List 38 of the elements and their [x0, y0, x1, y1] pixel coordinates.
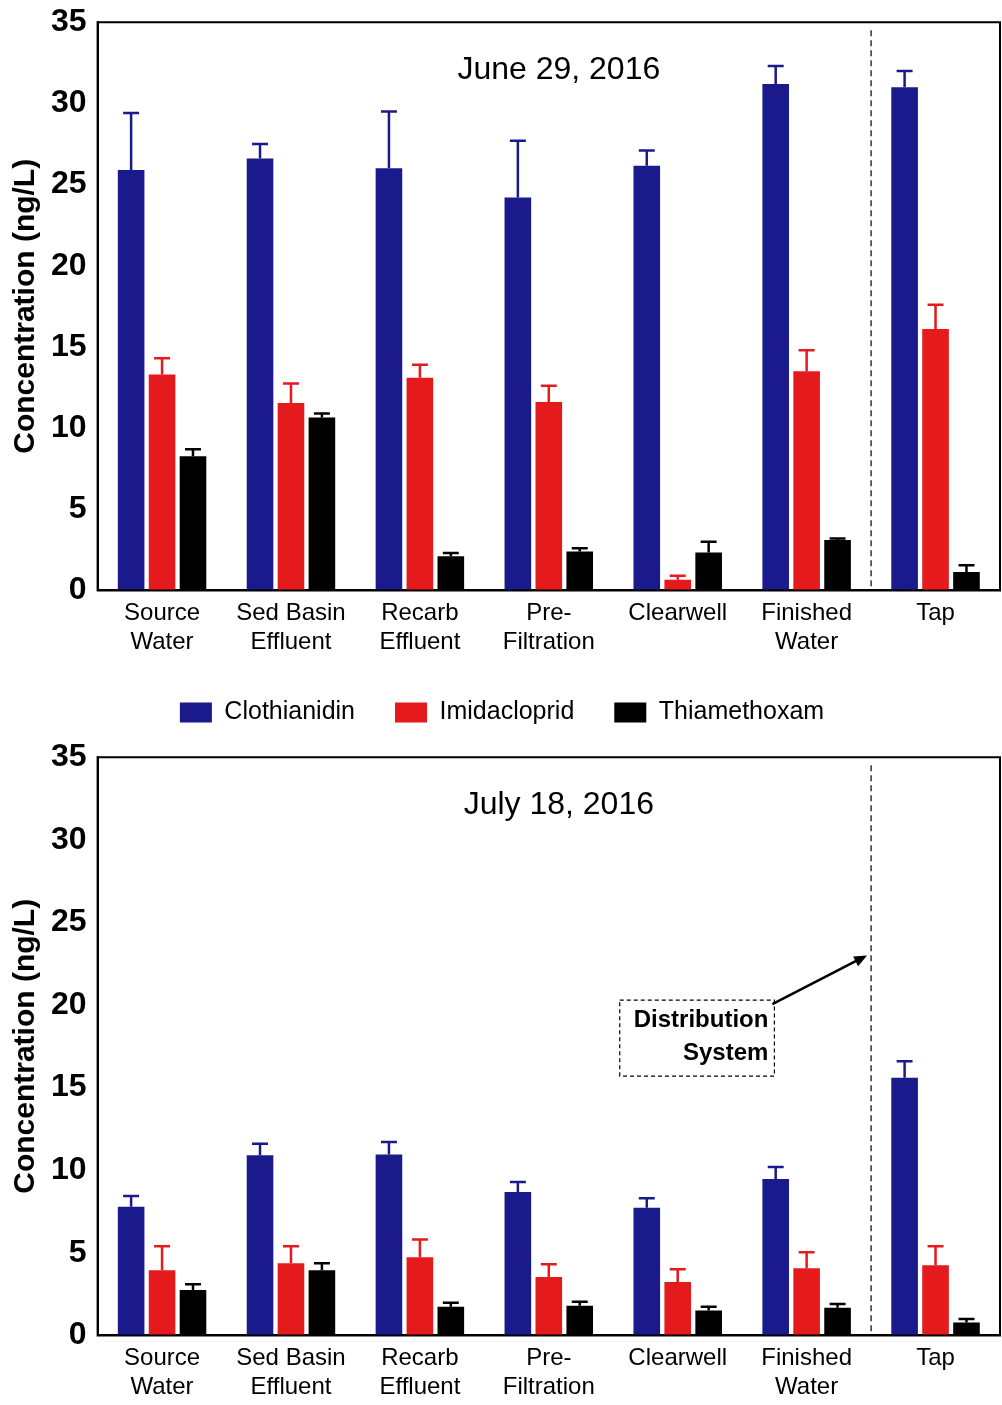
y-tick-label: 30	[51, 819, 87, 856]
legend-label: Imidacloprid	[439, 696, 575, 725]
y-tick-label: 25	[51, 902, 87, 939]
y-tick-label: 15	[51, 326, 87, 363]
x-tick-label: Finished Water	[761, 598, 852, 655]
y-tick-label: 35	[51, 2, 87, 39]
y-tick-label: 5	[68, 1232, 87, 1269]
x-tick-label: Clearwell	[628, 598, 728, 626]
annotation: Distribution System	[633, 1004, 769, 1065]
x-tick-label: Recarb Effluent	[379, 1343, 461, 1400]
y-axis-title: Concentration (ng/L)	[7, 158, 41, 454]
x-tick-label: Pre-Filtration	[502, 598, 595, 655]
y-tick-label: 0	[68, 1315, 87, 1352]
y-tick-label: 5	[68, 489, 87, 526]
y-tick-label: 0	[68, 570, 87, 607]
y-tick-label: 10	[51, 1150, 87, 1187]
x-tick-label: Finished Water	[761, 1343, 852, 1400]
y-tick-label: 20	[51, 245, 87, 282]
x-tick-label: Tap	[916, 1343, 955, 1371]
x-tick-label: Recarb Effluent	[379, 598, 461, 655]
x-tick-label: Source Water	[124, 598, 201, 655]
y-tick-label: 25	[51, 164, 87, 201]
text: June 29, 2016	[457, 50, 661, 87]
text: July 18, 2016	[463, 785, 654, 822]
x-tick-label: Sed Basin Effluent	[236, 1343, 346, 1400]
x-tick-label: Source Water	[124, 1343, 201, 1400]
legend-label: Thiamethoxam	[658, 696, 825, 725]
y-tick-label: 20	[51, 984, 87, 1021]
y-tick-label: 35	[51, 737, 87, 774]
x-tick-label: Tap	[916, 598, 955, 626]
y-tick-label: 10	[51, 407, 87, 444]
x-tick-label: Pre-Filtration	[502, 1343, 595, 1400]
y-tick-label: 15	[51, 1067, 87, 1104]
x-tick-label: Clearwell	[628, 1343, 728, 1371]
x-tick-label: Sed Basin Effluent	[236, 598, 346, 655]
y-axis-title: Concentration (ng/L)	[7, 898, 41, 1194]
y-tick-label: 30	[51, 83, 87, 120]
legend-label: Clothianidin	[224, 696, 356, 725]
